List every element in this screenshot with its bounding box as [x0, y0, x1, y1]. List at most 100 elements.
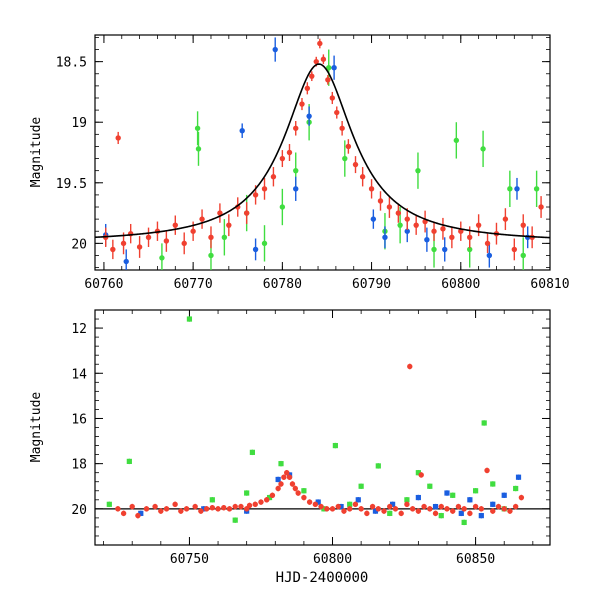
bottom-data-point: [444, 490, 450, 496]
bottom-data-point: [129, 503, 135, 510]
top-data-point: [431, 246, 437, 253]
bottom-data-point: [347, 501, 353, 507]
bottom-data-point: [332, 442, 338, 449]
top-data-point: [320, 56, 327, 62]
bottom-data-point: [126, 458, 132, 464]
top-data-point: [467, 246, 473, 253]
bottom-ytick-label: 18: [71, 458, 87, 473]
bottom-data-point: [358, 506, 364, 512]
top-data-point: [145, 234, 152, 240]
bottom-data-point: [501, 506, 507, 512]
bottom-data-point: [266, 494, 273, 501]
top-data-point: [382, 234, 388, 240]
top-data-point: [299, 101, 305, 107]
bottom-data-point: [358, 483, 364, 489]
top-data-point: [514, 186, 520, 192]
bottom-data-point: [198, 508, 204, 514]
top-data-point: [339, 125, 345, 131]
top-data-point: [226, 222, 232, 228]
bottom-data-point: [275, 476, 281, 483]
top-data-point: [359, 174, 366, 180]
bottom-data-point: [106, 501, 112, 507]
bottom-data-point: [178, 508, 184, 514]
bottom-data-point: [467, 510, 473, 517]
bottom-data-point: [301, 488, 307, 494]
top-data-point: [194, 125, 201, 131]
top-data-point: [413, 222, 419, 228]
top-ylabel: Magnitude: [29, 117, 44, 188]
bottom-data-point: [461, 519, 467, 526]
top-data-point: [533, 186, 540, 192]
top-data-point: [370, 216, 377, 222]
top-data-point: [334, 109, 340, 116]
top-xtick-label: 60810: [530, 277, 569, 292]
bottom-data-point: [318, 503, 324, 510]
bottom-data-point: [209, 505, 216, 511]
bottom-data-point: [258, 499, 264, 505]
top-data-point: [199, 216, 205, 222]
top-data-point: [431, 228, 437, 234]
top-data-point: [136, 244, 143, 250]
bottom-data-point: [490, 501, 496, 507]
bottom-data-point: [501, 492, 507, 498]
top-data-point: [217, 210, 223, 216]
top-data-point: [342, 155, 348, 162]
bottom-data-point: [238, 503, 244, 510]
bottom-ytick-label: 14: [71, 367, 87, 382]
bottom-xtick-label: 60850: [456, 552, 495, 567]
top-xtick-label: 60790: [352, 277, 391, 292]
top-data-point: [279, 155, 286, 162]
bottom-data-point: [364, 510, 370, 517]
bottom-data-point: [138, 510, 144, 516]
bottom-ytick-label: 20: [71, 503, 87, 518]
top-data-point: [397, 222, 403, 228]
bottom-data-point: [404, 497, 410, 503]
top-data-layer: [95, 37, 550, 270]
bottom-data-point: [158, 508, 164, 514]
bottom-data-point: [275, 485, 281, 492]
bottom-data-point: [286, 474, 293, 480]
bottom-data-point: [458, 510, 464, 516]
top-data-point: [475, 222, 482, 228]
bottom-xtick-label: 60800: [313, 552, 352, 567]
bottom-data-point: [432, 510, 439, 517]
top-data-point: [507, 186, 513, 192]
bottom-data-point: [292, 485, 299, 492]
top-data-point: [424, 237, 430, 243]
top-data-point: [293, 125, 299, 131]
bottom-data-point: [338, 503, 344, 510]
top-data-point: [486, 252, 493, 259]
top-data-point: [331, 65, 337, 71]
top-data-point: [304, 85, 311, 91]
bottom-data-point: [315, 499, 321, 505]
top-data-point: [159, 255, 165, 261]
top-data-point: [484, 240, 491, 247]
top-data-point: [120, 240, 127, 247]
bottom-data-point: [183, 506, 190, 512]
bottom-data-point: [352, 501, 359, 508]
bottom-data-point: [209, 497, 215, 503]
top-data-point: [377, 198, 384, 204]
bottom-data-point: [335, 503, 341, 510]
bottom-data-point: [232, 503, 238, 510]
bottom-data-point: [278, 481, 284, 487]
bottom-data-point: [115, 506, 121, 512]
top-data-point: [293, 186, 299, 192]
bottom-data-point: [232, 517, 238, 523]
top-data-point: [329, 95, 336, 101]
bottom-data-point: [381, 508, 387, 514]
bottom-data-point: [515, 474, 522, 480]
top-ytick-label: 18.5: [56, 56, 87, 71]
bottom-data-point: [289, 481, 296, 487]
bottom-data-point: [172, 501, 178, 508]
bottom-data-point: [284, 469, 290, 476]
top-data-point: [404, 228, 410, 234]
top-data-point: [368, 186, 375, 192]
top-data-point: [181, 240, 187, 247]
bottom-data-point: [478, 513, 484, 519]
top-data-point: [352, 161, 359, 168]
top-data-point: [317, 40, 323, 47]
top-data-point: [279, 204, 286, 210]
bottom-data-point: [269, 492, 276, 498]
bottom-data-point: [278, 461, 284, 467]
